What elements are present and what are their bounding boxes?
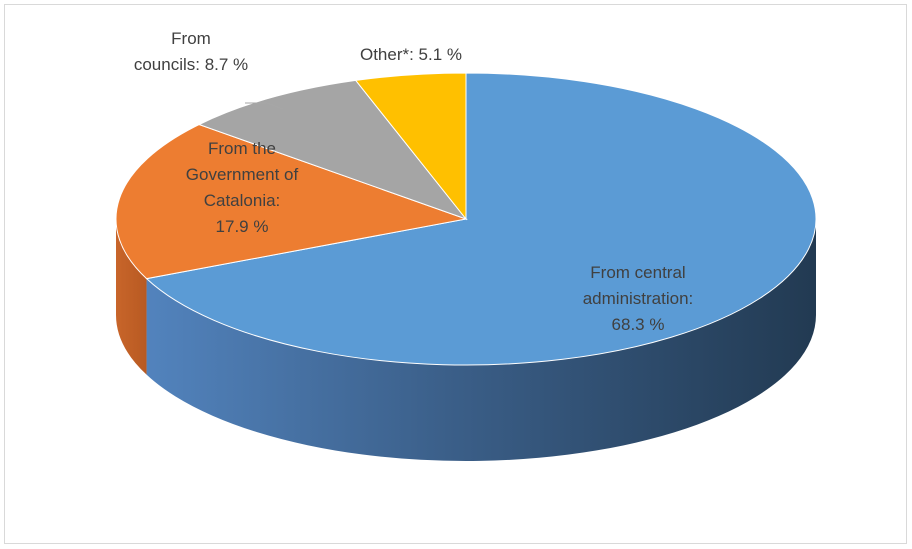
data-label-from-the-government-of-catalonia: From the Government of Catalonia: 17.9 %	[186, 139, 299, 236]
slice-labels: From central administration: 68.3 % From th…	[134, 29, 693, 334]
slice-side-from-central-administration	[146, 219, 817, 461]
slice-from-the-government-of-catalonia	[115, 123, 468, 280]
slice-side-from-the-government-of-catalonia	[116, 219, 147, 375]
leader-lines	[245, 102, 284, 110]
chart-area: From central administration: 68.3 % From th…	[4, 4, 907, 544]
pie-chart: From central administration: 68.3 % From th…	[115, 29, 817, 461]
data-label-from-central-administration: From central administration: 68.3 %	[583, 263, 694, 334]
pie-sides	[116, 219, 817, 461]
pie-slices	[115, 72, 817, 366]
slice-other	[354, 72, 467, 221]
slice-from-councils	[197, 79, 468, 221]
data-label-from-councils: From councils: 8.7 %	[134, 29, 248, 74]
slice-from-central-administration	[145, 72, 817, 366]
leader-line-councils	[245, 102, 284, 110]
data-label-other: Other*: 5.1 %	[360, 45, 462, 64]
